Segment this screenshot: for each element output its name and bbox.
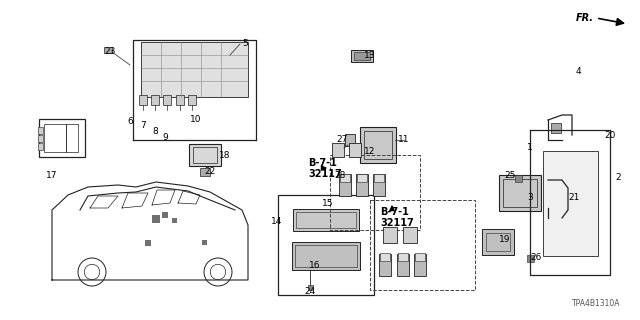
- Text: 8: 8: [152, 127, 158, 137]
- Bar: [380, 253, 390, 261]
- Text: 28: 28: [334, 171, 346, 180]
- Text: 6: 6: [127, 117, 133, 126]
- Bar: [340, 174, 350, 182]
- Bar: [139, 95, 147, 105]
- Bar: [364, 131, 392, 159]
- Bar: [379, 254, 391, 276]
- Text: 22: 22: [204, 167, 216, 177]
- Text: B-7-1: B-7-1: [380, 207, 409, 217]
- Bar: [415, 253, 425, 261]
- Text: 26: 26: [531, 253, 541, 262]
- Bar: [188, 95, 196, 105]
- Bar: [357, 174, 367, 182]
- Bar: [373, 174, 385, 196]
- Bar: [295, 245, 357, 267]
- Text: 3: 3: [527, 194, 533, 203]
- Bar: [172, 218, 177, 223]
- Bar: [486, 233, 510, 251]
- Bar: [551, 123, 561, 133]
- Text: 17: 17: [46, 171, 58, 180]
- Text: 4: 4: [575, 68, 581, 76]
- Bar: [499, 175, 541, 211]
- Bar: [332, 143, 344, 157]
- Bar: [360, 127, 396, 163]
- Text: 9: 9: [162, 132, 168, 141]
- Bar: [38, 134, 42, 141]
- Text: 1: 1: [527, 143, 533, 153]
- Bar: [176, 95, 184, 105]
- Bar: [104, 47, 112, 53]
- Bar: [330, 155, 420, 230]
- Text: FR.: FR.: [576, 13, 594, 23]
- Bar: [200, 168, 210, 176]
- Bar: [414, 254, 426, 276]
- Bar: [141, 42, 248, 97]
- Bar: [397, 254, 409, 276]
- Bar: [354, 52, 370, 60]
- Bar: [503, 179, 537, 207]
- Bar: [349, 143, 361, 157]
- Text: 11: 11: [398, 135, 410, 145]
- Bar: [145, 240, 151, 246]
- Bar: [278, 195, 374, 295]
- Bar: [39, 119, 85, 157]
- Bar: [162, 212, 168, 218]
- Text: B-7-1: B-7-1: [308, 158, 337, 168]
- Text: 18: 18: [220, 150, 231, 159]
- Bar: [38, 126, 42, 133]
- Bar: [356, 174, 368, 196]
- Bar: [398, 253, 408, 261]
- Text: 7: 7: [140, 122, 146, 131]
- Bar: [163, 95, 171, 105]
- Text: 2: 2: [615, 173, 621, 182]
- Text: 32117: 32117: [308, 169, 342, 179]
- Bar: [527, 254, 534, 261]
- Bar: [374, 174, 384, 182]
- Text: 23: 23: [104, 47, 116, 57]
- Text: 21: 21: [568, 194, 580, 203]
- Text: 25: 25: [504, 171, 516, 180]
- Bar: [38, 142, 42, 149]
- Text: 14: 14: [271, 218, 283, 227]
- Bar: [293, 209, 359, 231]
- Bar: [559, 195, 566, 202]
- Bar: [383, 227, 397, 243]
- Text: 5: 5: [242, 39, 248, 49]
- Bar: [189, 144, 221, 166]
- Bar: [44, 124, 66, 152]
- Text: TPA4B1310A: TPA4B1310A: [572, 299, 620, 308]
- Text: 24: 24: [305, 287, 316, 297]
- Bar: [515, 174, 522, 181]
- Bar: [202, 240, 207, 245]
- Bar: [345, 134, 355, 146]
- Text: 15: 15: [323, 198, 333, 207]
- Bar: [307, 284, 312, 290]
- Text: 20: 20: [604, 131, 616, 140]
- Bar: [370, 200, 475, 290]
- Bar: [351, 50, 373, 62]
- Bar: [292, 242, 360, 270]
- Text: 19: 19: [499, 236, 511, 244]
- Text: 13: 13: [364, 51, 376, 60]
- Bar: [66, 124, 78, 152]
- Bar: [151, 95, 159, 105]
- Bar: [296, 212, 356, 228]
- Bar: [403, 227, 417, 243]
- Text: 32117: 32117: [380, 218, 413, 228]
- Text: 12: 12: [364, 148, 376, 156]
- Text: 10: 10: [190, 116, 202, 124]
- Bar: [543, 150, 598, 255]
- Bar: [152, 215, 160, 223]
- Bar: [193, 147, 217, 163]
- Text: 16: 16: [309, 260, 321, 269]
- Text: 27: 27: [336, 135, 348, 145]
- Bar: [339, 174, 351, 196]
- Bar: [482, 229, 514, 255]
